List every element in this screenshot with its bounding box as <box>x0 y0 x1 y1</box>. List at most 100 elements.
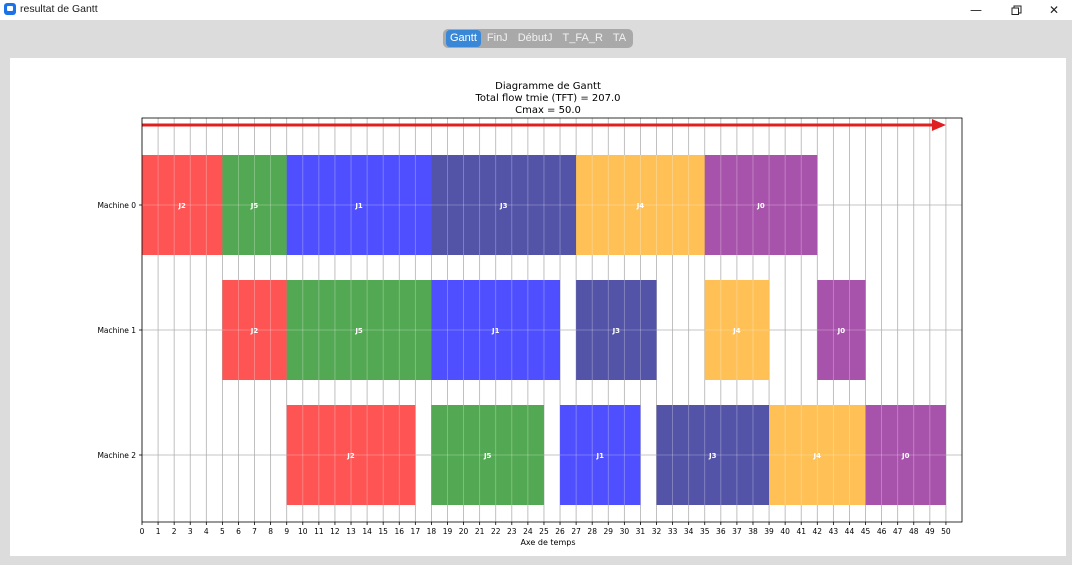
x-tick-label: 32 <box>652 527 662 536</box>
tab-t-fa-r[interactable]: T_FA_R <box>562 32 603 44</box>
bar-label: J5 <box>354 327 363 335</box>
x-tick-label: 35 <box>700 527 710 536</box>
x-tick-label: 30 <box>620 527 630 536</box>
restore-icon[interactable] <box>998 0 1034 20</box>
x-tick-label: 5 <box>220 527 225 536</box>
x-tick-label: 26 <box>555 527 565 536</box>
gantt-bar <box>704 280 770 380</box>
gantt-bar <box>865 405 946 505</box>
bar-label: J2 <box>250 327 259 335</box>
gantt-bar <box>431 405 544 505</box>
x-tick-label: 41 <box>796 527 806 536</box>
main-area: Gantt FinJ DébutJ T_FA_R TA Diagramme de… <box>0 20 1072 565</box>
x-tick-label: 4 <box>204 527 209 536</box>
gantt-bar <box>560 405 641 505</box>
time-arrow-head <box>931 119 946 131</box>
chart-subtitle-tft: Total flow tmie (TFT) = 207.0 <box>474 93 620 104</box>
x-axis-label: Axe de temps <box>520 538 575 547</box>
x-tick-label: 19 <box>443 527 453 536</box>
x-tick-label: 12 <box>330 527 340 536</box>
x-tick-label: 29 <box>604 527 614 536</box>
bar-label: J0 <box>756 202 765 210</box>
gantt-bar <box>576 155 705 255</box>
plot-frame <box>141 117 963 523</box>
app-icon <box>4 3 16 15</box>
x-tick-label: 36 <box>716 527 726 536</box>
bar-label: J3 <box>612 327 621 335</box>
bar-label: J4 <box>636 202 645 210</box>
x-tick-label: 48 <box>909 527 919 536</box>
x-tick-label: 21 <box>475 527 485 536</box>
bar-label: J3 <box>499 202 508 210</box>
gantt-bar <box>704 155 818 255</box>
x-tick-label: 7 <box>252 527 257 536</box>
x-tick-label: 2 <box>172 527 177 536</box>
bar-label: J2 <box>346 452 355 460</box>
bar-label: J3 <box>708 452 717 460</box>
tab-ta[interactable]: TA <box>612 32 627 44</box>
tab-debutj[interactable]: DébutJ <box>517 32 553 44</box>
gantt-bar <box>286 155 432 255</box>
x-tick-label: 31 <box>636 527 646 536</box>
x-tick-label: 23 <box>507 527 517 536</box>
tab-bar: Gantt FinJ DébutJ T_FA_R TA <box>443 29 634 48</box>
gantt-bar <box>222 280 287 380</box>
bar-label: J4 <box>732 327 741 335</box>
gantt-bar <box>656 405 770 505</box>
gantt-bar <box>222 155 287 255</box>
restore-icon-glyph <box>1011 5 1021 15</box>
x-tick-label: 43 <box>829 527 839 536</box>
x-tick-label: 25 <box>539 527 549 536</box>
x-tick-label: 33 <box>668 527 678 536</box>
bars: J2 J5 J1 J3 J4 J0 J2 J5 J1 J3 J4 J0 J2 J5 J1 J3 J4 J0 <box>142 155 946 505</box>
x-tick-label: 28 <box>587 527 597 536</box>
x-tick-label: 0 <box>140 527 145 536</box>
x-tick-label: 27 <box>571 527 581 536</box>
y-tick-label: Machine 0 <box>97 201 136 210</box>
x-tick-label: 24 <box>523 527 533 536</box>
x-tick-label: 20 <box>459 527 469 536</box>
x-tick-label: 3 <box>188 527 193 536</box>
gantt-bar <box>431 155 577 255</box>
x-tick-label: 40 <box>780 527 790 536</box>
x-tick-label: 39 <box>764 527 774 536</box>
bar-label: J5 <box>250 202 259 210</box>
x-tick-label: 8 <box>268 527 273 536</box>
tab-gantt[interactable]: Gantt <box>446 30 481 47</box>
bar-label: J2 <box>177 202 186 210</box>
x-tick-label: 42 <box>813 527 823 536</box>
x-tick-label: 44 <box>845 527 855 536</box>
gantt-bar <box>286 405 416 505</box>
gantt-bar <box>142 155 223 255</box>
x-tick-label: 9 <box>284 527 289 536</box>
bar-label: J1 <box>491 327 500 335</box>
x-tick-label: 50 <box>941 527 951 536</box>
bar-label: J5 <box>483 452 492 460</box>
x-tick-label: 10 <box>298 527 308 536</box>
title-bar: resultat de Gantt — ✕ <box>0 0 1072 20</box>
window-title: resultat de Gantt <box>20 3 98 15</box>
x-tick-label: 1 <box>156 527 161 536</box>
bar-label: J1 <box>354 202 363 210</box>
x-tick-label: 37 <box>732 527 742 536</box>
gantt-bar <box>576 280 657 380</box>
bar-label: J1 <box>595 452 604 460</box>
chart-panel: Diagramme de Gantt Total flow tmie (TFT)… <box>10 58 1066 556</box>
y-tick-label: Machine 2 <box>97 451 136 460</box>
gantt-chart: Diagramme de Gantt Total flow tmie (TFT)… <box>97 81 963 547</box>
x-tick-label: 45 <box>861 527 871 536</box>
tab-finj[interactable]: FinJ <box>486 32 508 44</box>
gantt-bar <box>769 405 866 505</box>
x-tick-label: 16 <box>394 527 404 536</box>
chart-subtitle-cmax: Cmax = 50.0 <box>515 105 581 116</box>
x-tick-label: 17 <box>411 527 421 536</box>
close-icon[interactable]: ✕ <box>1048 3 1060 17</box>
x-tick-label: 15 <box>378 527 388 536</box>
bar-label: J4 <box>813 452 822 460</box>
axes: 0 1 2 3 4 5 6 7 8 9 10 11 12 13 14 15 16 17 18 19 20 21 22 23 24… <box>97 117 963 536</box>
bar-label: J0 <box>837 327 846 335</box>
gantt-bar <box>431 280 561 380</box>
gantt-bar <box>286 280 432 380</box>
x-tick-label: 47 <box>893 527 903 536</box>
minimize-icon[interactable]: — <box>970 3 982 17</box>
